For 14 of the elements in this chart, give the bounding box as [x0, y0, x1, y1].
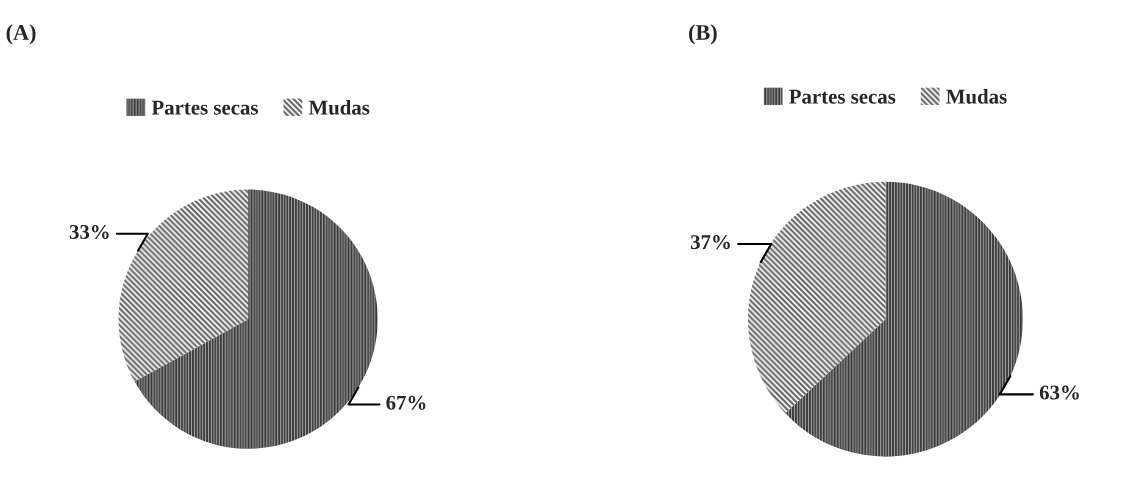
pie-slice	[118, 189, 249, 382]
legend-label: Mudas	[946, 89, 1007, 104]
chart-title: (A)	[6, 24, 36, 45]
data-label: 33%	[69, 224, 109, 240]
data-label: 37%	[690, 235, 730, 250]
pie-slice	[785, 181, 1023, 457]
chart-title: (B)	[689, 24, 717, 45]
data-label: 63%	[1039, 385, 1079, 400]
legend-label: Mudas	[308, 100, 370, 115]
pie-slice	[748, 181, 886, 414]
legend-label: Partes secas	[789, 89, 896, 104]
legend-label: Partes secas	[151, 100, 258, 115]
pie-slice	[134, 189, 378, 449]
data-label: 67%	[386, 395, 426, 410]
